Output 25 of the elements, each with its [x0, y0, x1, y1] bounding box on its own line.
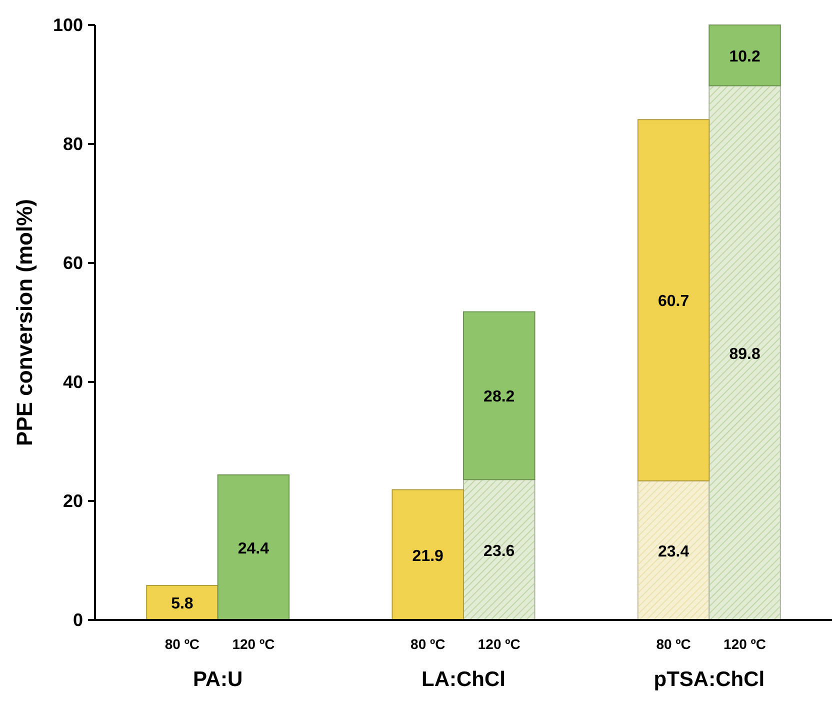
x-tick-label: 80 ºC — [656, 636, 691, 652]
x-tick-label: 120 ºC — [232, 636, 275, 652]
data-label: 23.6 — [484, 542, 515, 560]
data-label: 10.2 — [729, 48, 760, 66]
data-label: 24.4 — [238, 540, 270, 558]
x-tick-label: 120 ºC — [478, 636, 520, 652]
y-tick-label: 100 — [52, 15, 83, 35]
text: PA:U — [192, 668, 243, 691]
y-tick-label: 80 — [62, 134, 83, 154]
y-tick-label: 40 — [62, 372, 83, 392]
x-tick-label: 120 ºC — [724, 636, 766, 652]
y-axis-title: PPE conversion (mol%) — [12, 199, 37, 446]
data-label: 23.4 — [658, 543, 690, 560]
y-tick-label: 20 — [62, 491, 83, 511]
data-label: 89.8 — [729, 346, 760, 363]
text: LA:ChCl — [422, 668, 506, 691]
data-label: 28.2 — [484, 388, 515, 406]
y-tick-label: 0 — [72, 610, 83, 630]
data-label: 60.7 — [658, 293, 690, 310]
data-label: 21.9 — [412, 548, 444, 565]
y-tick-label: 60 — [62, 253, 83, 273]
data-label: 5.8 — [171, 596, 194, 613]
x-tick-label: 80 ºC — [164, 636, 200, 652]
x-tick-label: 80 ºC — [410, 636, 446, 652]
text: pTSA:ChCl — [654, 668, 765, 691]
